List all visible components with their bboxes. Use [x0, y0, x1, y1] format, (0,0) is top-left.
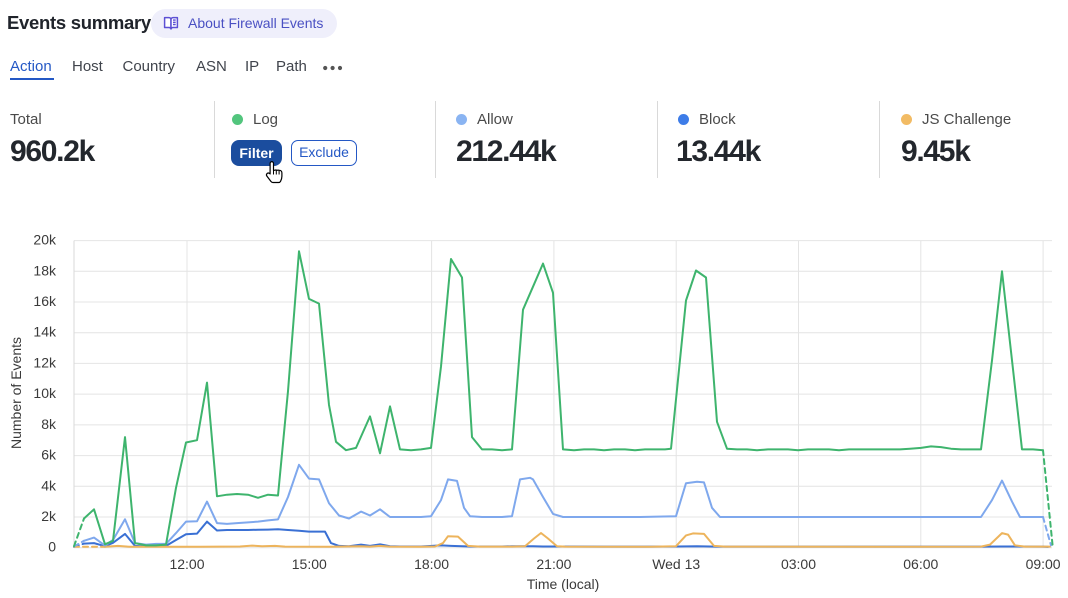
svg-text:6k: 6k [41, 447, 57, 463]
svg-text:16k: 16k [33, 293, 57, 309]
svg-text:21:00: 21:00 [536, 556, 571, 572]
svg-text:0: 0 [48, 539, 56, 555]
svg-text:10k: 10k [33, 385, 57, 401]
svg-text:09:00: 09:00 [1026, 556, 1061, 572]
svg-text:20k: 20k [33, 232, 57, 248]
svg-text:2k: 2k [41, 508, 57, 524]
svg-text:12k: 12k [33, 354, 57, 370]
svg-text:15:00: 15:00 [292, 556, 327, 572]
svg-text:18k: 18k [33, 262, 57, 278]
svg-text:Wed 13: Wed 13 [652, 556, 700, 572]
svg-text:06:00: 06:00 [903, 556, 938, 572]
svg-text:14k: 14k [33, 324, 57, 340]
svg-text:12:00: 12:00 [169, 556, 204, 572]
svg-text:18:00: 18:00 [414, 556, 449, 572]
svg-text:Time (local): Time (local) [527, 576, 600, 592]
svg-text:Number of Events: Number of Events [8, 337, 24, 449]
svg-text:8k: 8k [41, 416, 57, 432]
svg-text:03:00: 03:00 [781, 556, 816, 572]
svg-text:4k: 4k [41, 477, 57, 493]
